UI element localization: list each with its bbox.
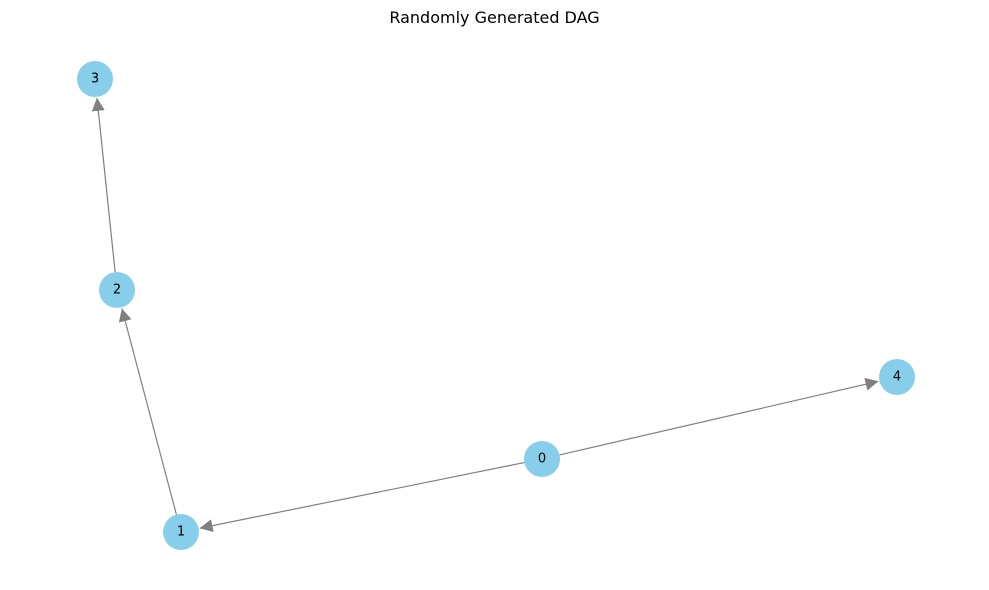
node-0: 0	[524, 441, 560, 477]
edge-0-to-1	[199, 461, 525, 533]
node-label: 4	[893, 370, 901, 385]
node-circle	[99, 272, 135, 308]
node-label: 3	[91, 72, 99, 87]
node-3: 3	[77, 61, 113, 97]
edges-layer	[91, 97, 879, 533]
node-4: 4	[879, 359, 915, 395]
node-circle	[524, 441, 560, 477]
node-label: 0	[538, 452, 546, 467]
node-circle	[77, 61, 113, 97]
edge-0-to-4	[559, 377, 879, 456]
node-1: 1	[163, 514, 199, 550]
node-label: 2	[113, 283, 121, 298]
edge-1-to-2	[118, 308, 177, 515]
node-circle	[879, 359, 915, 395]
edge-2-to-3	[91, 97, 116, 273]
diagram-title: Randomly Generated DAG	[389, 8, 600, 27]
node-circle	[163, 514, 199, 550]
node-2: 2	[99, 272, 135, 308]
nodes-layer: 0 1 2 3 4	[77, 61, 915, 550]
node-label: 1	[177, 525, 185, 540]
